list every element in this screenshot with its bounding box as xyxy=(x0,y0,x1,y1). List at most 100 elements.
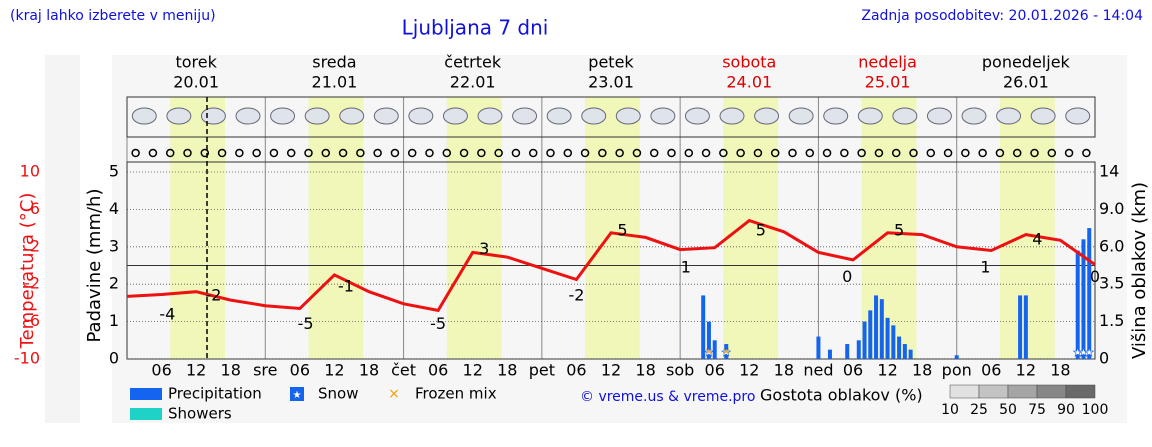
wind-marker xyxy=(719,148,728,158)
x-tick-label: pon xyxy=(942,361,972,380)
extreme-label: 1 xyxy=(681,258,691,277)
wind-marker xyxy=(805,148,815,158)
day-name: sobota xyxy=(722,53,776,72)
wind-marker xyxy=(304,148,313,158)
day-name: torek xyxy=(175,53,217,72)
extreme-label: 0 xyxy=(842,267,852,286)
density-swatch xyxy=(1065,384,1096,399)
x-tick-label: 18 xyxy=(221,361,241,380)
precipitation-bar xyxy=(902,344,907,359)
x-tick-label: sob xyxy=(666,361,694,380)
wind-marker xyxy=(891,148,901,158)
precipitation-bar xyxy=(862,321,867,359)
legend-label: Frozen mix xyxy=(415,385,497,403)
legend-symbol: ★ xyxy=(293,390,302,401)
wind-marker xyxy=(286,148,296,158)
x-tick-label: 06 xyxy=(566,361,586,380)
wind-marker xyxy=(580,148,590,158)
wind-marker xyxy=(1064,148,1074,158)
precipitation-bar xyxy=(885,317,890,359)
wind-marker xyxy=(995,148,1005,158)
wind-marker xyxy=(217,148,227,158)
wind-marker xyxy=(321,148,331,158)
weather-icon xyxy=(512,107,538,125)
precipitation-bar xyxy=(891,325,896,359)
extreme-label: -2 xyxy=(205,286,221,305)
wind-marker xyxy=(477,148,486,158)
density-legend-title: Gostota oblakov (%) xyxy=(760,386,923,405)
weather-icon xyxy=(408,107,434,125)
weather-icon xyxy=(615,107,641,125)
weather-icon xyxy=(926,107,952,125)
wind-marker xyxy=(165,148,175,158)
x-tick-label: 12 xyxy=(1016,361,1036,380)
x-tick-label: 18 xyxy=(635,361,655,380)
wind-marker xyxy=(701,148,711,158)
day-name: nedelja xyxy=(858,53,917,72)
cloud-height-tick-label: 3.5 xyxy=(1099,274,1124,293)
daylight-band xyxy=(446,97,502,359)
day-date: 20.01 xyxy=(173,73,219,92)
density-tick-label: 90 xyxy=(1057,402,1075,418)
cloud-height-axis-title: Višina oblakov (km) xyxy=(1129,182,1150,359)
weather-icon xyxy=(235,107,261,125)
precipitation-bar xyxy=(1023,295,1028,359)
precipitation-bar xyxy=(908,349,913,359)
cloud-height-tick-label: 14 xyxy=(1099,162,1119,181)
precipitation-bar xyxy=(897,336,902,359)
y-tick-label: 4 xyxy=(109,199,119,218)
x-tick-label: 06 xyxy=(428,361,448,380)
day-name: sreda xyxy=(312,53,356,72)
x-tick-label: 18 xyxy=(774,361,794,380)
y-tick-label: 1 xyxy=(109,311,119,330)
temperature-tick-label: 10 xyxy=(20,162,40,181)
wind-marker xyxy=(840,148,849,158)
wind-marker xyxy=(667,148,676,158)
wind-marker xyxy=(1047,148,1057,158)
weather-icon xyxy=(857,107,883,125)
x-tick-label: 12 xyxy=(739,361,759,380)
precipitation-bar xyxy=(1018,295,1023,359)
y-tick-label: 0 xyxy=(109,349,119,368)
wind-marker xyxy=(546,148,555,158)
x-tick-label: 06 xyxy=(290,361,310,380)
precipitation-bar xyxy=(816,336,821,359)
legend-symbol: × xyxy=(388,386,400,402)
extreme-label: 4 xyxy=(1032,230,1042,249)
daylight-band xyxy=(170,97,225,359)
x-tick-label: 06 xyxy=(151,361,171,380)
extreme-label: 1 xyxy=(980,258,990,277)
weather-icon xyxy=(546,107,572,125)
wind-marker xyxy=(615,148,624,158)
x-tick-label: 12 xyxy=(324,361,344,380)
precipitation-bar xyxy=(954,355,959,359)
x-tick-label: sre xyxy=(253,361,277,380)
wind-marker xyxy=(356,148,365,158)
x-tick-label: 18 xyxy=(912,361,932,380)
wind-marker xyxy=(200,148,210,158)
temperature-axis-title: Temperatura (°C) xyxy=(17,193,38,350)
legend-swatch xyxy=(130,388,162,400)
weather-icon xyxy=(961,107,987,125)
density-tick-label: 10 xyxy=(941,402,959,418)
day-date: 23.01 xyxy=(588,73,634,92)
wind-marker xyxy=(425,148,434,158)
x-tick-label: 12 xyxy=(186,361,206,380)
frozen-mix-marker: × xyxy=(722,345,731,358)
day-date: 25.01 xyxy=(865,73,911,92)
wind-marker xyxy=(874,148,884,158)
cloud-height-tick-label: 1.5 xyxy=(1099,311,1124,330)
wind-marker xyxy=(494,148,503,158)
precipitation-bar xyxy=(845,344,850,359)
snow-marker: ★ xyxy=(1073,346,1083,359)
x-tick-label: 06 xyxy=(843,361,863,380)
precipitation-bar xyxy=(874,295,879,359)
weather-icon xyxy=(788,107,814,125)
credit: © vreme.us & vreme.pro xyxy=(580,389,755,405)
day-date: 21.01 xyxy=(312,73,358,92)
x-tick-label: 12 xyxy=(601,361,621,380)
title: Ljubljana 7 dni xyxy=(402,16,549,40)
y-tick-label: 2 xyxy=(109,274,119,293)
weather-icon xyxy=(304,107,330,125)
